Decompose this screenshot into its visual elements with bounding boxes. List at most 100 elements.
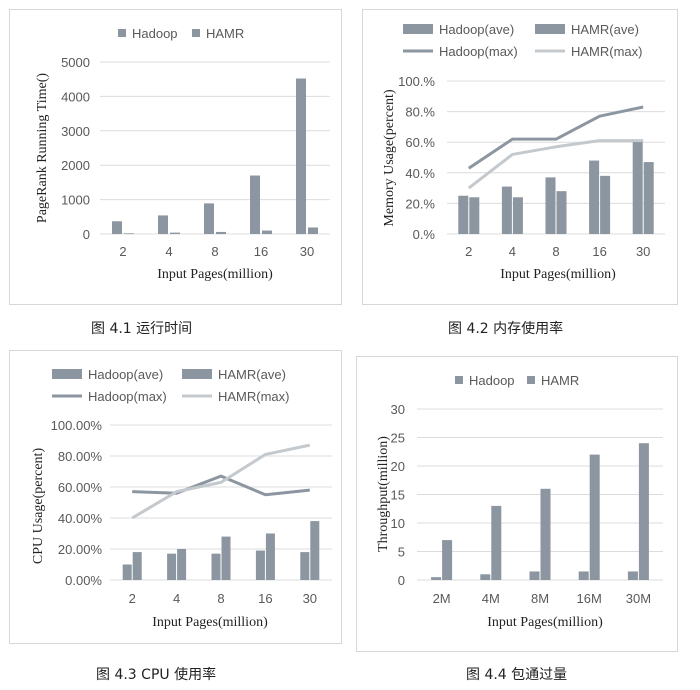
bar-hadoop-8M <box>529 571 540 580</box>
bar-hadoop-ave--4 <box>167 553 177 580</box>
bar-hadoop-30M <box>627 571 638 580</box>
legend-swatch <box>535 24 565 34</box>
y-tick-label: 2000 <box>61 158 90 173</box>
chart-panel-memory: 0.% 20.% 40.% 60.% 80.% 100.% 2 4 8 16 30 Input Pag… <box>362 9 678 305</box>
bar-hamr-ave--4 <box>512 197 523 234</box>
y-tick-label: 80.00% <box>58 449 103 464</box>
y-axis-title: CPU Usage(percent) <box>31 448 46 565</box>
legend-label: Hadoop(max) <box>439 44 518 59</box>
bar-hadoop-ave--30 <box>300 552 310 580</box>
bar-hamr-30 <box>308 227 318 234</box>
legend-swatch <box>192 29 200 37</box>
bar-hadoop-2M <box>431 577 442 580</box>
x-tick-label: 16M <box>577 591 602 606</box>
y-tick-label: 5000 <box>61 55 90 70</box>
caption-runtime: 图 4.1 运行时间 <box>91 321 193 337</box>
legend-label: HAMR <box>206 26 244 41</box>
y-tick-label: 100.00% <box>51 418 103 433</box>
legend-swatch <box>455 376 463 384</box>
legend-label: HAMR(ave) <box>218 367 286 382</box>
y-tick-label: 60.% <box>405 135 435 150</box>
legend-label: Hadoop(ave) <box>439 22 514 37</box>
bar-hadoop-ave--8 <box>545 177 556 234</box>
x-tick-label: 2 <box>465 244 472 259</box>
bar-hamr-ave--30 <box>643 162 654 234</box>
line-hamr-max- <box>131 443 311 520</box>
x-tick-label: 30 <box>636 244 650 259</box>
bar-hamr-8M <box>540 488 551 580</box>
y-tick-label: 4000 <box>61 89 90 104</box>
bar-hamr-ave--2 <box>469 197 480 234</box>
bar-hadoop-ave--4 <box>501 186 512 234</box>
chart-throughput: 0 5 10 15 20 25 30 2M 4M 8M 16M 30M Input Pages(mill… <box>376 373 663 630</box>
y-tick-label: 100.% <box>398 74 435 89</box>
bar-hadoop-4 <box>158 215 168 234</box>
bar-hamr-2M <box>442 540 453 580</box>
y-tick-label: 20.% <box>405 196 435 211</box>
legend-label: HAMR(max) <box>218 389 290 404</box>
y-tick-label: 0 <box>83 227 90 242</box>
caption-throughput: 图 4.4 包通过量 <box>466 667 568 683</box>
caption-cpu: 图 4.3 CPU 使用率 <box>96 667 217 683</box>
line-hadoop-max- <box>467 105 644 170</box>
bar-hadoop-ave--2 <box>122 564 132 580</box>
y-tick-label: 40.00% <box>58 511 103 526</box>
x-axis-title: Input Pages(million) <box>487 615 603 630</box>
bar-hamr-ave--8 <box>556 191 567 234</box>
y-axis-title: Memory Usage(percent) <box>382 89 397 227</box>
x-tick-label: 2 <box>119 244 126 259</box>
bar-hamr-ave--2 <box>132 552 142 580</box>
legend-swatch <box>527 376 535 384</box>
legend-label: HAMR(max) <box>571 44 643 59</box>
y-tick-label: 25 <box>391 431 405 446</box>
legend-swatch <box>182 369 212 379</box>
bar-hamr-16 <box>262 230 272 234</box>
legend-swatch <box>118 29 126 37</box>
bar-hadoop-16 <box>250 175 260 234</box>
y-tick-label: 80.% <box>405 105 435 120</box>
x-tick-label: 4M <box>482 591 500 606</box>
y-tick-label: 40.% <box>405 166 435 181</box>
x-tick-label: 4 <box>173 591 180 606</box>
chart-runtime: 0 1000 2000 3000 4000 5000 2 4 8 16 30 Input Pages(… <box>35 26 330 282</box>
bar-hamr-4 <box>170 232 180 234</box>
bar-hamr-ave--30 <box>310 521 320 580</box>
bar-hadoop-ave--30 <box>632 140 643 234</box>
y-tick-label: 0.% <box>413 227 436 242</box>
legend-swatch <box>403 24 433 34</box>
y-tick-label: 30 <box>391 402 405 417</box>
bar-hadoop-ave--16 <box>589 160 600 234</box>
bar-hamr-ave--16 <box>600 175 611 234</box>
x-axis-title: Input Pages(million) <box>500 267 616 282</box>
bar-hamr-30M <box>638 443 649 580</box>
x-tick-label: 8 <box>217 591 224 606</box>
x-tick-label: 8 <box>211 244 218 259</box>
chart-cpu: 0.00% 20.00% 40.00% 60.00% 80.00% 100.00% 2 4 8 1… <box>31 367 332 630</box>
y-tick-label: 3000 <box>61 124 90 139</box>
bar-hamr-4M <box>491 505 502 580</box>
x-tick-label: 4 <box>509 244 516 259</box>
legend-label: HAMR(ave) <box>571 22 639 37</box>
x-tick-label: 30 <box>303 591 317 606</box>
x-tick-label: 16 <box>258 591 272 606</box>
bar-hadoop-16M <box>578 571 589 580</box>
legend-label: Hadoop(max) <box>88 389 167 404</box>
bar-hamr-2 <box>124 233 134 234</box>
bar-hamr-ave--16 <box>265 533 275 580</box>
x-tick-label: 30 <box>300 244 314 259</box>
y-tick-label: 0 <box>398 573 405 588</box>
x-tick-label: 30M <box>626 591 651 606</box>
legend-label: Hadoop <box>469 373 515 388</box>
x-tick-label: 4 <box>165 244 172 259</box>
bar-hadoop-ave--2 <box>458 195 469 234</box>
y-tick-label: 1000 <box>61 193 90 208</box>
y-tick-label: 10 <box>391 516 405 531</box>
bar-hadoop-2 <box>112 221 122 234</box>
x-axis-title: Input Pages(million) <box>152 615 268 630</box>
bar-hadoop-ave--16 <box>255 550 265 580</box>
chart-panel-runtime: 0 1000 2000 3000 4000 5000 2 4 8 16 30 Input Pages(… <box>9 9 342 305</box>
y-tick-label: 20.00% <box>58 542 103 557</box>
bar-hadoop-4M <box>480 574 491 580</box>
legend-label: Hadoop(ave) <box>88 367 163 382</box>
y-axis-title: Throughput(million) <box>376 436 391 552</box>
